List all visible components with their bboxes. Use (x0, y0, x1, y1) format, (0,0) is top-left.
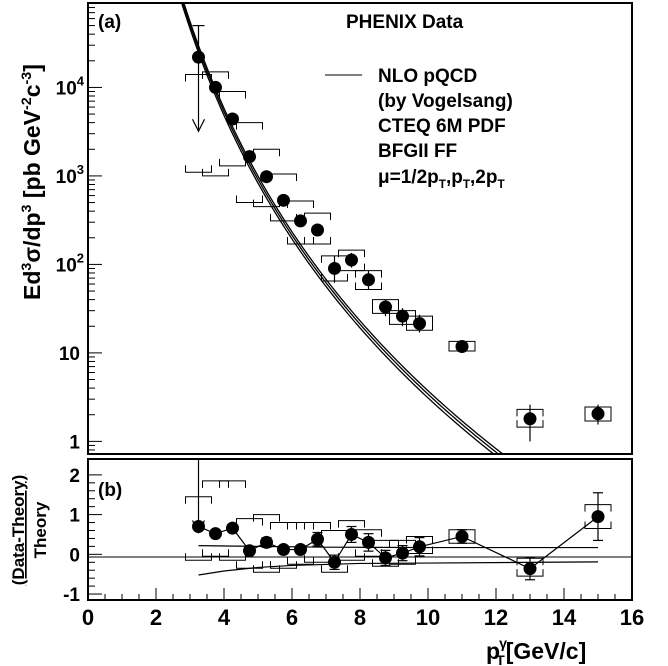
data-point-a (192, 50, 205, 64)
y-tick-label-b: 1 (69, 506, 80, 527)
sys-bracket-a (202, 71, 229, 177)
panel-a-frame (87, 2, 633, 455)
y-tick-label-b: 0 (69, 545, 80, 566)
panel-a-label: (a) (98, 12, 121, 33)
data-point-a (413, 316, 426, 330)
data-point-b (209, 527, 222, 541)
y-tick-label-a: 102 (56, 250, 84, 276)
data-point-a (277, 193, 290, 207)
data-point-a (362, 273, 375, 287)
x-tick-label: 4 (218, 605, 231, 630)
legend-line-2: (by Vogelsang) (378, 91, 513, 112)
data-point-a (311, 223, 324, 237)
panel-b-y-axis-title-bottom: Theory (31, 501, 50, 558)
sys-bracket-b (202, 480, 229, 557)
x-tick-label: 14 (552, 605, 577, 630)
data-point-a (209, 80, 222, 94)
legend-scale-choices: μ=1/2pT,pT,2pT (378, 167, 505, 191)
data-point-a (294, 214, 307, 228)
data-point-a (396, 309, 409, 323)
y-tick-label-b: -1 (63, 585, 80, 606)
data-point-b (226, 521, 239, 535)
data-point-b (243, 544, 256, 558)
y-tick-label-a: 1 (69, 432, 80, 453)
data-point-b (413, 540, 426, 554)
x-tick-label: 10 (416, 605, 440, 630)
data-point-b (455, 529, 469, 543)
legend-line-3: CTEQ 6M PDF (378, 116, 506, 137)
data-point-a (260, 170, 273, 184)
sys-bracket-b (219, 480, 246, 561)
data-point-b (277, 543, 290, 557)
upper-limit-arrow-a-head (191, 118, 206, 133)
data-point-a (455, 340, 469, 354)
data-point-b (523, 562, 537, 576)
y-tick-label-a: 103 (56, 162, 84, 188)
sys-bracket-a (219, 90, 246, 167)
sys-bracket-a (236, 122, 263, 204)
data-point-a (328, 261, 341, 275)
theory-band-edge (198, 561, 599, 576)
panel-b-data-points (192, 510, 605, 576)
panel-b-y-axis-title-top: (Data-Theory) (9, 475, 28, 586)
panel-a-y-axis-title: Ed3σ/dp3 [pb GeV-2c-3] (19, 64, 45, 300)
legend-line-4: BFGII FF (378, 141, 457, 162)
x-tick-label: 0 (82, 605, 94, 630)
panel-b-systematic-brackets (185, 480, 612, 577)
panel-a-theory-curves (180, 3, 504, 454)
data-point-b (591, 510, 605, 524)
data-point-a (345, 253, 358, 267)
data-point-a (243, 150, 256, 164)
theory-curve (182, 3, 500, 454)
sys-bracket-b (287, 522, 314, 565)
panel-b-label: (b) (98, 480, 122, 501)
x-tick-label: 6 (286, 605, 298, 630)
x-tick-label: 8 (354, 605, 366, 630)
data-point-b (311, 532, 324, 546)
panel-a-data-points (192, 50, 605, 426)
panel-a-title: PHENIX Data (346, 12, 464, 33)
y-tick-label-a: 10 (59, 344, 80, 365)
data-point-b (379, 551, 392, 565)
x-tick-label: 12 (484, 605, 508, 630)
data-point-a (591, 407, 605, 421)
data-point-b (345, 527, 358, 541)
panel-b-stat-errors (191, 459, 603, 581)
y-tick-label-b: 2 (69, 466, 80, 487)
data-point-b (362, 535, 375, 549)
sys-bracket-a (355, 270, 382, 291)
x-axis-title: pγ T[GeV/c] (486, 636, 586, 666)
data-point-b (396, 546, 409, 560)
theory-curve (183, 3, 504, 454)
data-point-b (328, 555, 341, 569)
data-point-b (294, 543, 307, 557)
data-point-b (260, 535, 273, 549)
data-point-b (192, 520, 205, 534)
y-tick-label-a: 104 (56, 73, 85, 99)
theory-curve (180, 3, 495, 454)
panel-a-axis-ticks: 1 10 102 103 104 (56, 2, 102, 453)
x-tick-label: 2 (150, 605, 162, 630)
data-point-a (226, 112, 239, 126)
sys-bracket-b (236, 518, 263, 569)
x-tick-label: 16 (620, 605, 644, 630)
panel-a-stat-errors (191, 24, 599, 442)
data-point-a (523, 412, 537, 426)
legend-line-1: NLO pQCD (378, 66, 477, 87)
data-point-a (379, 300, 392, 314)
